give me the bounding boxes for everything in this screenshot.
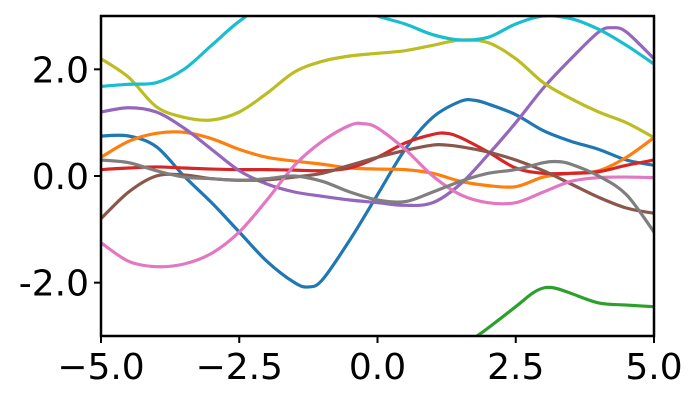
series-line-5 bbox=[101, 26, 654, 208]
series-line-7 bbox=[101, 121, 654, 269]
series-line-9 bbox=[101, 38, 654, 140]
series-line-3 bbox=[476, 285, 654, 336]
series-layer bbox=[101, 16, 654, 336]
series-line-10 bbox=[101, 16, 654, 88]
series-line-8 bbox=[101, 158, 654, 233]
series-line-1 bbox=[101, 97, 654, 289]
x-tick-label: −2.5 bbox=[196, 347, 283, 388]
y-tick-label: -2.0 bbox=[19, 264, 89, 305]
y-tick-label: 2.0 bbox=[32, 50, 89, 91]
x-tick-label: 2.5 bbox=[487, 347, 544, 388]
series-line-4 bbox=[101, 131, 654, 176]
y-tick-label: 0.0 bbox=[32, 157, 89, 198]
ticks-layer: −5.0 −2.5 0.0 2.5 5.0 -2.0 0.0 2.0 bbox=[19, 50, 683, 388]
x-tick-label: 5.0 bbox=[625, 347, 682, 388]
x-tick-label: −5.0 bbox=[57, 347, 144, 388]
x-tick-label: 0.0 bbox=[349, 347, 406, 388]
